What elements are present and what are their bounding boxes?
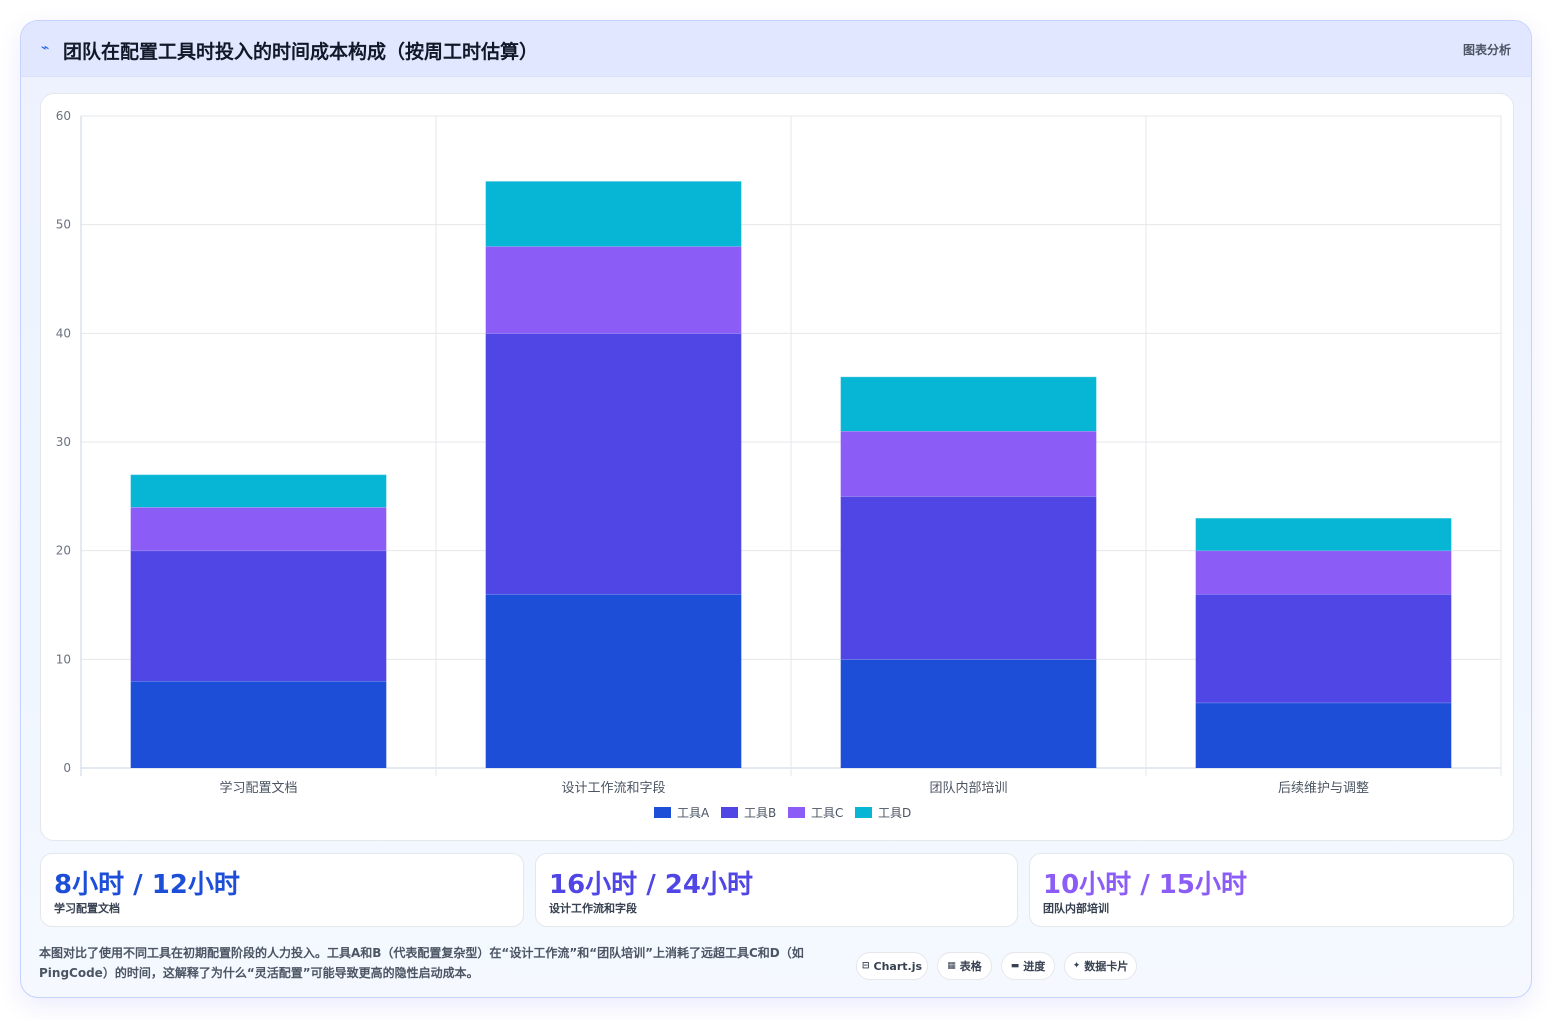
bar-segment [1195, 518, 1452, 551]
bar-segment [485, 181, 742, 247]
chart-title: 团队在配置工具时投入的时间成本构成（按周工时估算） [63, 41, 539, 63]
bar-segment [130, 681, 387, 768]
bar-segment [1195, 702, 1452, 768]
legend-swatch [654, 807, 671, 818]
x-tick-label: 团队内部培训 [929, 780, 1007, 796]
progress-icon: ▬ [1010, 961, 1020, 971]
pill-table[interactable]: ▦ 表格 [937, 952, 992, 980]
y-tick-label: 0 [63, 761, 71, 775]
chart-icon: ⊟ [861, 961, 870, 971]
stat-value: 10小时 / 15小时 [1043, 870, 1247, 900]
trend-icon: ⌁ [41, 40, 50, 56]
chart-analysis-label[interactable]: 图表分析 [1462, 43, 1511, 57]
pill-label: 进度 [1023, 960, 1046, 973]
bar-segment [840, 659, 1097, 768]
card-header: ⌁ 团队在配置工具时投入的时间成本构成（按周工时估算） 图表分析 [21, 21, 1531, 77]
pill-label: 表格 [959, 960, 982, 973]
legend-swatch [855, 807, 872, 818]
stat-label: 团队内部培训 [1043, 902, 1109, 915]
bar-segment [130, 474, 387, 508]
table-icon: ▦ [947, 961, 956, 971]
bar-segment [840, 376, 1097, 432]
pill-label: 数据卡片 [1084, 960, 1129, 973]
bar-segment [1195, 594, 1452, 703]
chart-footnote: 本图对比了使用不同工具在初期配置阶段的人力投入。工具A和B（代表配置复杂型）在“… [39, 946, 804, 980]
stat-card-2: 16小时 / 24小时 设计工作流和字段 [535, 853, 1018, 927]
bar-segment [485, 333, 742, 595]
bar-segment [1195, 550, 1452, 595]
legend-swatch [721, 807, 738, 818]
y-tick-label: 60 [56, 109, 71, 123]
pill-progress[interactable]: ▬ 进度 [1001, 952, 1055, 980]
y-tick-label: 10 [56, 652, 71, 666]
bar-segment [485, 594, 742, 768]
legend-swatch [788, 807, 805, 818]
bar-segment [840, 431, 1097, 497]
legend-label: 工具A [677, 806, 710, 820]
stat-value: 8小时 / 12小时 [54, 870, 240, 900]
y-tick-label: 30 [56, 435, 71, 449]
x-tick-label: 学习配置文档 [219, 780, 297, 796]
card-icon: ✦ [1072, 961, 1081, 971]
stat-value: 16小时 / 24小时 [549, 870, 753, 900]
chart-panel: 0 10 20 30 40 50 60 学习配置文档 设计工作流和字段 团队内部培训 后续维护与调整… [40, 93, 1514, 841]
y-tick-label: 50 [56, 218, 71, 232]
stat-label: 学习配置文档 [54, 902, 120, 915]
y-tick-label: 40 [56, 326, 71, 340]
stat-card-1: 8小时 / 12小时 学习配置文档 [40, 853, 524, 927]
bar-segment [485, 246, 742, 334]
stat-label: 设计工作流和字段 [549, 902, 637, 915]
bar-segment [130, 550, 387, 682]
legend-label: 工具B [744, 806, 776, 820]
stacked-bar-chart: 0 10 20 30 40 50 60 学习配置文档 设计工作流和字段 团队内部培训 后续维护与调整… [56, 109, 1502, 820]
legend-label: 工具D [878, 806, 911, 820]
legend-label: 工具C [811, 806, 843, 820]
pill-chartjs[interactable]: ⊟ Chart.js [856, 952, 928, 980]
x-tick-label: 设计工作流和字段 [561, 781, 665, 796]
x-tick-label: 后续维护与调整 [1278, 781, 1369, 796]
stat-card-3: 10小时 / 15小时 团队内部培训 [1029, 853, 1514, 927]
pill-data-card[interactable]: ✦ 数据卡片 [1064, 952, 1137, 980]
bar-segment [840, 496, 1097, 660]
y-tick-label: 20 [56, 544, 71, 558]
pill-label: Chart.js [873, 959, 923, 973]
bar-segment [130, 507, 387, 551]
chart-card: ⌁ 团队在配置工具时投入的时间成本构成（按周工时估算） 图表分析 0 10 20 30… [20, 20, 1532, 998]
